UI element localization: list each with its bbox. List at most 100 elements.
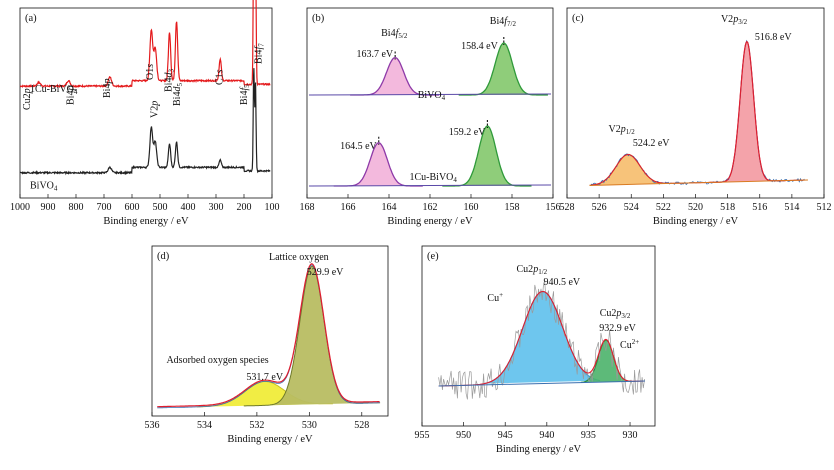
peak-annotation: Bi4d3 [163,69,175,92]
peak-label-bi4f72: Bi4f7/2 [490,16,517,28]
baseline [589,179,808,186]
x-axis-title: Binding energy / eV [387,216,473,227]
series-label-bivo4: BiVO4 [418,90,446,102]
component-fill [708,41,786,183]
plot-frame [306,7,554,199]
panel-label: (c) [572,13,584,24]
x-tick-label: 700 [97,202,112,213]
peak-annotation: V2p [149,101,160,118]
peak-label-v2p32: V2p3/2 [721,14,748,26]
peak-annotation: Bi4f7 [254,43,266,64]
raw-data-line [157,264,380,409]
x-tick-label: 940 [539,430,554,441]
panel-e: 955 950 945 940 935 930 Binding energy / eV (e)… [410,238,665,470]
peak-label-adsorbed-oxygen: Adsorbed oxygen species [166,355,268,366]
peak-label-bi4f52: Bi4f5/2 [381,28,408,40]
x-tick-label: 950 [456,430,471,441]
series-line-bivo4 [19,68,271,176]
x-tick-label: 160 [464,202,479,213]
series-label-bivo4: BiVO4 [30,181,58,193]
x-tick-label: 164 [382,202,397,213]
x-tick-label: 512 [817,202,832,213]
component-fill [458,43,548,95]
peak-value: 159.2 eV [449,127,486,138]
peak-value: 516.8 eV [755,32,792,43]
peak-value: 163.7 eV [356,49,393,60]
x-tick-label: 300 [209,202,224,213]
x-tick-label: 526 [592,202,607,213]
x-tick-label: 536 [145,420,160,431]
plot-frame [421,245,656,427]
component-fill [350,57,440,95]
xps-survey-chart: 1000 900 800 700 600 500 400 300 200 100 Binding e… [10,0,280,227]
x-tick-label: 522 [656,202,671,213]
peak-annotation: Bi4f5 [239,84,251,105]
x-axis-title: Binding energy / eV [103,216,189,227]
x-tick-label: 930 [623,430,638,441]
x-axis-title: Binding energy / eV [227,434,313,445]
bi4f-chart: 168 166 164 162 160 158 156 Binding energy / eV… [300,7,561,227]
series-label-cu-bivo4: 1Cu-BiVO4 [30,84,78,96]
x-tick-label: 900 [41,202,56,213]
species-label-cu-plus: Cu+ [487,291,503,304]
peak-value: 524.2 eV [633,138,670,149]
x-tick-label: 534 [197,420,212,431]
x-tick-label: 524 [624,202,639,213]
peak-annotation: Bi4p [102,79,113,98]
baseline [438,380,646,387]
peak-value: 531.7 eV [246,372,283,383]
plot-frame [19,7,273,199]
peak-value: 158.4 eV [461,41,498,52]
x-tick-label: 516 [752,202,767,213]
x-tick-label: 200 [237,202,252,213]
series-line-cu-bivo4 [19,0,271,89]
panel-c: 528 526 524 522 520 518 516 514 512 Binding energ… [560,0,834,232]
panel-label: (b) [312,13,325,24]
peak-annotation: O1s [145,64,156,80]
x-tick-label: 528 [354,420,369,431]
x-tick-label: 955 [415,430,430,441]
o1s-chart: 536 534 532 530 528 Binding energy / eV (d) Ads… [145,245,389,445]
x-tick-label: 158 [505,202,520,213]
component-fill [243,266,381,406]
peak-annotation: Cu2p [22,88,33,110]
panel-a: 1000 900 800 700 600 500 400 300 200 100 Binding e… [0,0,280,232]
baseline [308,184,552,187]
x-tick-label: 400 [181,202,196,213]
x-tick-label: 530 [302,420,317,431]
baseline [308,93,552,96]
component-fill [442,126,532,186]
x-tick-label: 800 [69,202,84,213]
x-tick-label: 1000 [10,202,30,213]
x-axis-title: Binding energy / eV [653,216,739,227]
series-label-cu-bivo4: 1Cu-BiVO4 [410,172,458,184]
x-tick-label: 514 [784,202,799,213]
cu2p-chart: 955 950 945 940 935 930 Binding energy / eV (e)… [415,245,656,455]
x-tick-label: 532 [249,420,264,431]
peak-value: 164.5 eV [340,141,377,152]
v2p-chart: 528 526 524 522 520 518 516 514 512 Binding energ… [560,7,832,227]
peak-label-cu2p12: Cu2p1/2 [517,264,548,276]
panel-d: 536 534 532 530 528 Binding energy / eV (d) Ads… [140,238,395,470]
panel-b: 168 166 164 162 160 158 156 Binding energy / eV… [285,0,561,232]
component-line [458,42,548,96]
x-tick-label: 168 [300,202,315,213]
peak-label-v2p12: V2p1/2 [609,124,636,136]
peak-annotation: Bi4p [65,86,76,105]
peak-value: 932.9 eV [599,323,636,334]
x-tick-label: 945 [498,430,513,441]
x-tick-label: 162 [423,202,438,213]
x-tick-label: 518 [720,202,735,213]
x-tick-label: 935 [581,430,596,441]
x-tick-label: 100 [265,202,280,213]
panel-label: (d) [157,251,170,262]
plot-frame [151,245,389,417]
component-fill [333,142,423,186]
x-tick-label: 600 [125,202,140,213]
panel-label: (a) [25,13,37,24]
x-tick-label: 528 [560,202,575,213]
peak-value: 529.9 eV [307,267,344,278]
peak-value: 940.5 eV [543,277,580,288]
peak-label-lattice-oxygen: Lattice oxygen [269,252,329,263]
component-fill [589,154,667,186]
